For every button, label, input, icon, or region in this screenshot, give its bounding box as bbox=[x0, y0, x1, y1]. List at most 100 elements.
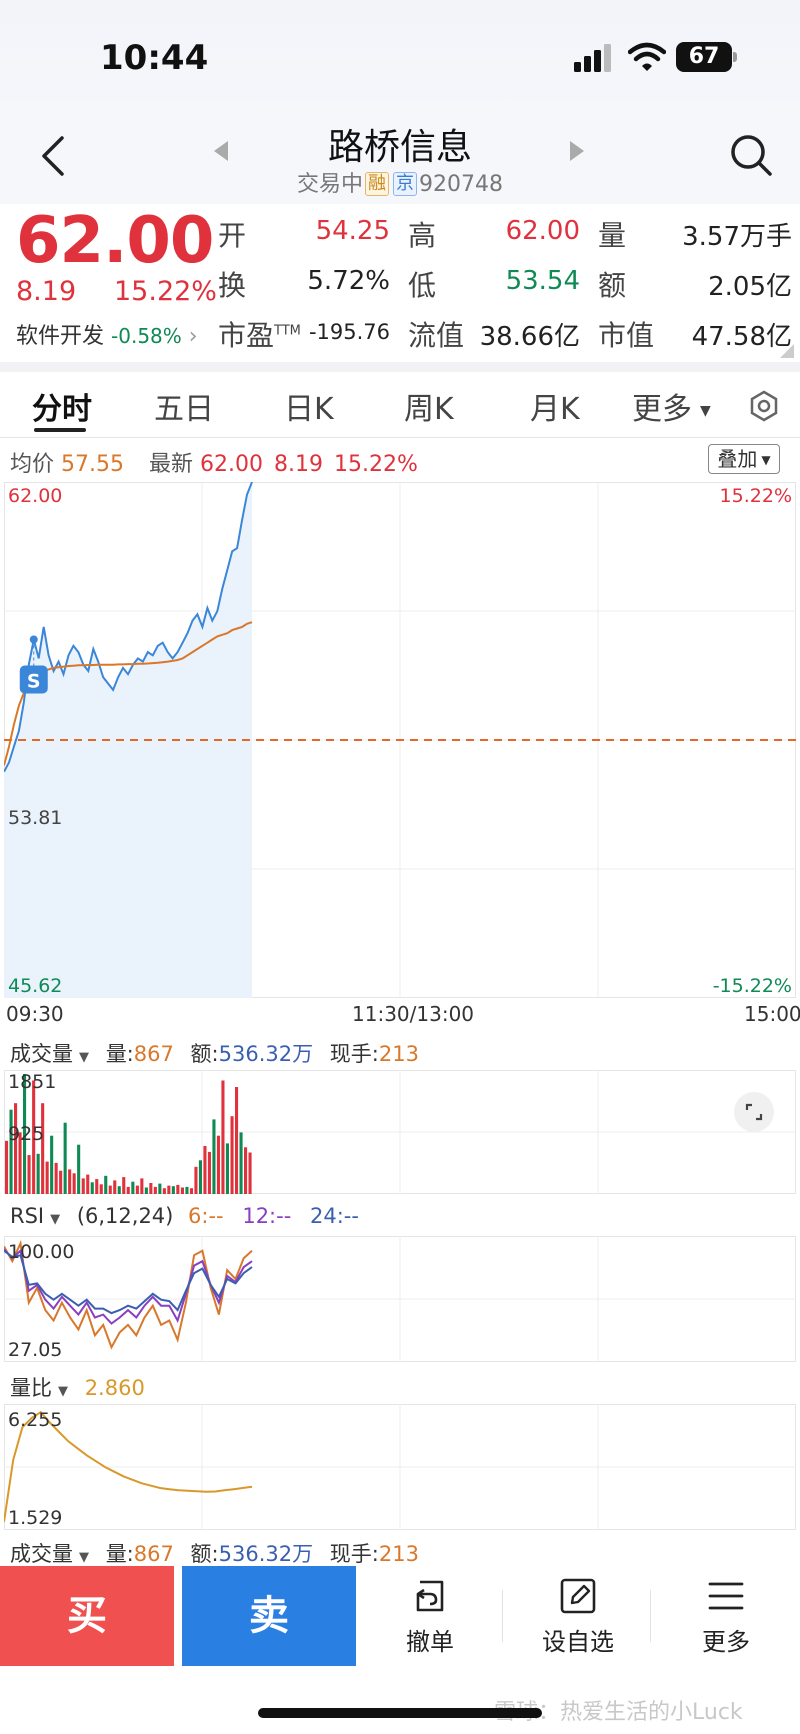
volume-bar bbox=[108, 1185, 112, 1194]
volume-bar bbox=[235, 1087, 239, 1194]
tab-daily-k[interactable]: 日K bbox=[284, 392, 334, 427]
cancel-order-button[interactable]: 撤单 bbox=[370, 1576, 490, 1657]
settings-hexagon-icon[interactable] bbox=[748, 390, 780, 422]
volume-bar bbox=[135, 1185, 139, 1194]
amount-label: 额 bbox=[598, 269, 627, 302]
tab-weekly-k[interactable]: 周K bbox=[404, 392, 454, 427]
volume-indicator-select-2[interactable]: 成交量 ▼ bbox=[10, 1542, 89, 1566]
volume-bar bbox=[18, 1132, 22, 1194]
volume-bar bbox=[207, 1151, 211, 1194]
volume-ratio-select[interactable]: 量比 ▼ bbox=[10, 1376, 68, 1400]
volume-bar bbox=[77, 1144, 81, 1194]
volume-bar bbox=[194, 1166, 198, 1194]
tab-monthly-k[interactable]: 月K bbox=[530, 392, 580, 427]
volume-panel-header-2: 成交量 ▼ 量:867 额:536.32万 现手:213 bbox=[10, 1542, 419, 1566]
tab-active-indicator bbox=[34, 428, 86, 432]
vol-y-mid: 925 bbox=[8, 1123, 44, 1145]
rsi-chart[interactable]: 100.00 27.05 bbox=[4, 1236, 796, 1362]
signal-icon bbox=[574, 44, 611, 72]
volume-bar bbox=[225, 1143, 229, 1194]
turnover-value: 5.72% bbox=[307, 266, 390, 296]
rsi-line-6 bbox=[4, 1239, 253, 1350]
back-arrow-icon[interactable] bbox=[38, 134, 68, 178]
chart-tabs bbox=[0, 372, 800, 438]
intraday-chart[interactable]: S 62.00 53.81 45.62 15.22% -15.22% bbox=[4, 482, 796, 998]
y-label-mid: 53.81 bbox=[8, 807, 62, 829]
time-axis: 09:30 11:30/13:00 15:00 bbox=[4, 1002, 800, 1028]
rsi-y-min: 27.05 bbox=[8, 1339, 62, 1361]
volume-bar bbox=[54, 1162, 58, 1194]
volume-chart[interactable]: 1851 925 bbox=[4, 1070, 796, 1194]
bar-separator bbox=[502, 1590, 503, 1642]
volume-label: 量 bbox=[598, 219, 627, 252]
more-menu-button[interactable]: 更多 bbox=[666, 1576, 786, 1657]
volume-ratio-chart[interactable]: 6.255 1.529 bbox=[4, 1404, 796, 1530]
volume-bar bbox=[50, 1135, 54, 1194]
sector-name: 软件开发 bbox=[16, 324, 105, 349]
volume-now: 867 bbox=[133, 1042, 174, 1066]
open-label: 开 bbox=[218, 219, 247, 252]
expand-icon[interactable] bbox=[734, 1092, 774, 1132]
volume-bar bbox=[216, 1135, 220, 1194]
tab-five-day[interactable]: 五日 bbox=[154, 392, 214, 427]
rsi-y-max: 100.00 bbox=[8, 1241, 74, 1263]
prev-stock-icon[interactable] bbox=[214, 141, 228, 161]
buy-button[interactable]: 买 bbox=[0, 1566, 174, 1666]
overlay-button[interactable]: 叠加 ▼ bbox=[708, 444, 780, 474]
volume-bar bbox=[68, 1169, 72, 1194]
chart-info-row: 均价 57.55 最新 62.00 8.19 15.22% bbox=[10, 446, 418, 478]
status-bar bbox=[0, 0, 800, 120]
price-change-pct: 15.22% bbox=[114, 276, 217, 307]
volume-bar bbox=[45, 1161, 49, 1194]
volume-bar bbox=[244, 1147, 248, 1194]
volume-bar bbox=[63, 1122, 67, 1194]
volume-bar bbox=[117, 1186, 121, 1194]
rsi-indicator-select[interactable]: RSI ▼ bbox=[10, 1204, 61, 1228]
rsi-panel-header: RSI ▼ (6,12,24) 6:-- 12:-- 24:-- bbox=[10, 1204, 359, 1228]
volume-bar bbox=[113, 1180, 117, 1194]
status-time: 10:44 bbox=[100, 38, 209, 78]
rsi24-value: 24:-- bbox=[309, 1204, 359, 1228]
float-mcap-value: 38.66亿 bbox=[479, 322, 580, 352]
corner-fold-icon bbox=[780, 344, 794, 358]
volume-bar bbox=[239, 1132, 243, 1194]
y-label-pct-high: 15.22% bbox=[720, 485, 792, 507]
stock-subtitle: 交易中融京 920748 bbox=[250, 166, 550, 198]
high-label: 高 bbox=[408, 219, 437, 252]
volume-value: 3.57万手 bbox=[682, 222, 792, 252]
tab-intraday[interactable]: 分时 bbox=[32, 392, 92, 427]
amount-now: 536.32万 bbox=[218, 1042, 314, 1066]
next-stock-icon[interactable] bbox=[570, 141, 584, 161]
price-area bbox=[4, 482, 252, 998]
sector-link[interactable]: 软件开发 -0.58% › bbox=[16, 318, 198, 350]
y-label-high: 62.00 bbox=[8, 485, 62, 507]
volume-bar bbox=[9, 1109, 13, 1194]
latest-value: 62.00 bbox=[200, 452, 263, 477]
volume-bar bbox=[185, 1186, 189, 1194]
volume-bar bbox=[27, 1155, 31, 1194]
avg-label: 均价 bbox=[10, 452, 55, 477]
volume-bar bbox=[95, 1179, 99, 1194]
battery-indicator: 67 bbox=[676, 42, 732, 72]
cancel-order-icon bbox=[416, 1580, 444, 1612]
tab-more[interactable]: 更多 ▼ bbox=[632, 392, 711, 427]
volume-indicator-select[interactable]: 成交量 ▼ bbox=[10, 1042, 89, 1066]
trading-status: 交易中 bbox=[297, 172, 364, 197]
hand-now: 213 bbox=[378, 1042, 419, 1066]
sell-button[interactable]: 卖 bbox=[182, 1566, 356, 1666]
volume-bar bbox=[171, 1186, 175, 1194]
add-watchlist-button[interactable]: 设自选 bbox=[518, 1576, 638, 1657]
stock-name: 路桥信息 bbox=[327, 127, 472, 168]
volume-ratio-line bbox=[4, 1410, 253, 1522]
search-icon[interactable] bbox=[728, 132, 774, 178]
high-value: 62.00 bbox=[505, 216, 580, 246]
turnover-label: 换 bbox=[218, 269, 247, 302]
volume-bar bbox=[131, 1181, 135, 1194]
volume-bar bbox=[36, 1153, 40, 1194]
battery-cap bbox=[733, 52, 737, 62]
volume-bar bbox=[99, 1184, 103, 1194]
volume-bar bbox=[32, 1080, 36, 1194]
volume-bar bbox=[104, 1175, 108, 1194]
section-divider bbox=[0, 362, 800, 372]
volume-bar bbox=[23, 1074, 27, 1194]
